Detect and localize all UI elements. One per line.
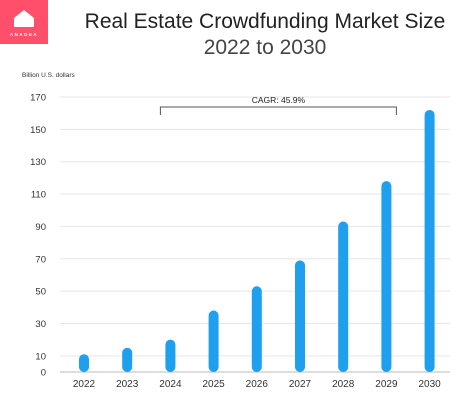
chart-title: Real Estate Crowdfunding Market Size (84, 10, 446, 33)
x-tick-label: 2028 (332, 379, 355, 390)
y-axis-label: Billion U.S. dollars (22, 72, 75, 79)
cagr-bracket (159, 106, 397, 115)
anadea-logo: ANADEA (0, 0, 48, 44)
y-tick-label: 150 (30, 125, 46, 136)
y-axis: 0 10 30 50 70 90 110 130 150 170 (30, 93, 46, 379)
logo-text: ANADEA (9, 32, 39, 37)
x-tick-label: 2024 (159, 379, 182, 390)
bar-2028 (338, 221, 349, 372)
y-tick-label: 30 (35, 319, 46, 330)
x-tick-label: 2029 (375, 379, 398, 390)
x-tick-label: 2027 (289, 379, 312, 390)
y-tick-label: 10 (35, 351, 46, 362)
bar-2027 (295, 260, 305, 372)
bar-2030 (424, 109, 435, 373)
bar-2029 (381, 181, 392, 372)
y-tick-label: 170 (30, 93, 46, 104)
bar-2026 (251, 286, 262, 372)
bar-2024 (165, 339, 176, 372)
y-tick-label: 130 (30, 157, 46, 168)
y-tick-label: 70 (35, 254, 46, 265)
x-tick-label: 2022 (73, 379, 96, 390)
x-tick-label: 2025 (202, 379, 225, 390)
bars (79, 109, 435, 373)
bar-2022 (79, 354, 89, 372)
cagr-annotation: CAGR: 45.9% (159, 95, 397, 115)
chart-subtitle: 2022 to 2030 (203, 36, 327, 59)
y-tick-label: 0 (41, 368, 46, 379)
house-icon (14, 10, 34, 27)
bar-2025 (208, 310, 219, 372)
y-tick-label: 110 (31, 190, 46, 201)
x-tick-label: 2030 (418, 379, 441, 390)
x-tick-label: 2026 (246, 379, 269, 390)
y-tick-label: 90 (35, 222, 46, 233)
x-tick-label: 2023 (116, 379, 139, 390)
y-tick-label: 50 (35, 287, 46, 298)
x-axis: 2022 2023 2024 2025 2026 2027 2028 2029 2030 (73, 379, 441, 390)
cagr-label: CAGR: 45.9% (252, 95, 306, 105)
bar-2023 (122, 347, 133, 372)
